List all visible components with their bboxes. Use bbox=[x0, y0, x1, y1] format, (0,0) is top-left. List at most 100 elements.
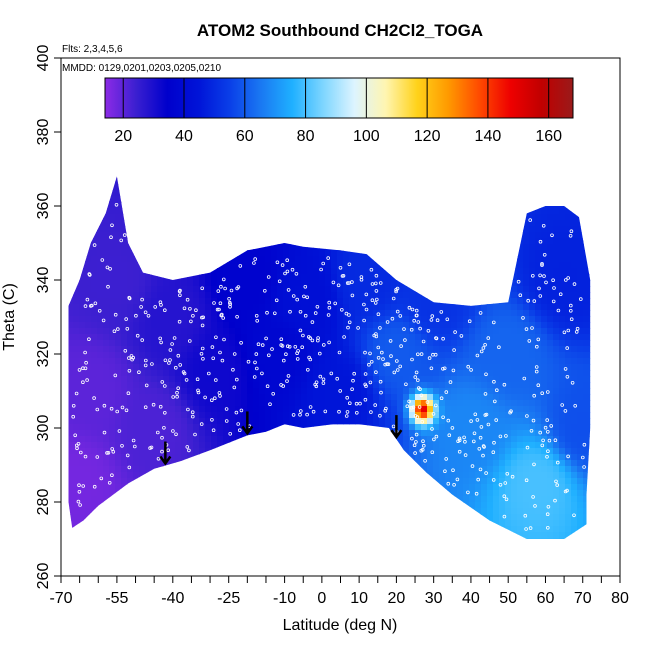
heatmap-cell bbox=[475, 508, 482, 515]
heatmap-cell bbox=[361, 310, 368, 317]
heatmap-cell bbox=[175, 334, 182, 341]
heatmap-cell bbox=[241, 328, 248, 335]
heatmap-cell bbox=[493, 532, 500, 539]
heatmap-cell bbox=[457, 256, 464, 263]
heatmap-cell bbox=[103, 184, 110, 191]
heatmap-cell bbox=[247, 184, 254, 191]
heatmap-cell bbox=[115, 262, 122, 269]
heatmap-cell bbox=[253, 346, 260, 353]
heatmap-cell bbox=[487, 292, 494, 299]
heatmap-cell bbox=[217, 202, 224, 209]
heatmap-cell bbox=[385, 250, 392, 257]
heatmap-cell bbox=[235, 532, 242, 539]
heatmap-cell bbox=[397, 250, 404, 257]
heatmap-cell bbox=[313, 202, 320, 209]
heatmap-cell bbox=[391, 220, 398, 227]
heatmap-cell bbox=[313, 322, 320, 329]
heatmap-cell bbox=[415, 538, 422, 539]
heatmap-cell bbox=[445, 448, 452, 455]
heatmap-cell bbox=[433, 196, 440, 203]
heatmap-cell bbox=[217, 448, 224, 455]
heatmap-cell bbox=[61, 214, 68, 221]
heatmap-cell bbox=[163, 160, 170, 167]
heatmap-cell bbox=[313, 370, 320, 377]
heatmap-cell bbox=[379, 292, 386, 299]
heatmap-cell bbox=[325, 430, 332, 437]
heatmap-cell bbox=[445, 244, 452, 251]
heatmap-cell bbox=[463, 454, 470, 461]
heatmap-cell bbox=[175, 430, 182, 437]
heatmap-cell bbox=[439, 442, 446, 449]
heatmap-cell bbox=[499, 322, 506, 329]
heatmap-cell bbox=[139, 418, 146, 425]
heatmap-cell bbox=[313, 166, 320, 173]
heatmap-cell bbox=[235, 346, 242, 353]
heatmap-cell bbox=[133, 238, 140, 245]
heatmap-cell bbox=[79, 508, 86, 515]
heatmap-cell bbox=[73, 322, 80, 329]
heatmap-cell bbox=[505, 274, 512, 281]
heatmap-cell bbox=[151, 484, 158, 491]
heatmap-cell bbox=[451, 334, 458, 341]
heatmap-cell bbox=[415, 280, 422, 287]
heatmap-cell bbox=[427, 202, 434, 209]
heatmap-cell bbox=[379, 346, 386, 353]
heatmap-cell bbox=[499, 214, 506, 221]
heatmap-cell bbox=[403, 550, 410, 557]
heatmap-cell bbox=[271, 472, 278, 479]
heatmap-cell bbox=[331, 442, 338, 449]
heatmap-cell bbox=[319, 176, 326, 179]
heatmap-cell bbox=[463, 382, 470, 389]
heatmap-cell bbox=[409, 502, 416, 509]
heatmap-cell bbox=[247, 178, 254, 185]
heatmap-cell bbox=[157, 370, 164, 377]
heatmap-cell bbox=[151, 274, 158, 281]
heatmap-cell bbox=[493, 526, 500, 533]
heatmap-cell bbox=[193, 514, 200, 521]
heatmap-cell bbox=[73, 274, 80, 281]
heatmap-cell bbox=[103, 328, 110, 335]
heatmap-cell bbox=[355, 490, 362, 497]
heatmap-cell bbox=[289, 544, 296, 551]
heatmap-cell bbox=[385, 196, 392, 203]
heatmap-cell bbox=[253, 280, 260, 287]
heatmap-cell bbox=[145, 544, 152, 551]
heatmap-cell bbox=[163, 430, 170, 437]
heatmap-cell bbox=[68, 214, 74, 221]
heatmap-cell bbox=[61, 268, 68, 275]
heatmap-cell bbox=[211, 232, 218, 239]
heatmap-cell bbox=[301, 304, 308, 311]
heatmap-cell bbox=[271, 178, 278, 185]
heatmap-cell bbox=[367, 460, 374, 467]
heatmap-cell bbox=[469, 364, 476, 371]
heatmap-cell bbox=[367, 472, 374, 479]
heatmap-cell bbox=[193, 340, 200, 347]
heatmap-cell bbox=[469, 454, 476, 461]
heatmap-cell bbox=[355, 322, 362, 329]
heatmap-cell bbox=[409, 178, 416, 185]
heatmap-cell bbox=[289, 226, 296, 233]
heatmap-cell bbox=[271, 304, 278, 311]
heatmap-cell bbox=[463, 400, 470, 407]
heatmap-cell bbox=[163, 190, 170, 197]
heatmap-cell bbox=[349, 160, 356, 167]
heatmap-cell bbox=[283, 550, 290, 557]
heatmap-cell bbox=[337, 514, 344, 521]
heatmap-cell bbox=[85, 244, 92, 251]
heatmap-cell bbox=[421, 346, 428, 353]
heatmap-cell bbox=[331, 292, 338, 299]
heatmap-cell bbox=[325, 334, 332, 341]
heatmap-cell bbox=[469, 316, 476, 323]
heatmap-cell bbox=[217, 184, 224, 191]
heatmap-cell bbox=[331, 220, 338, 227]
heatmap-cell bbox=[373, 424, 380, 431]
heatmap-cell bbox=[493, 394, 500, 401]
heatmap-cell bbox=[265, 436, 272, 443]
heatmap-cell bbox=[187, 370, 194, 377]
heatmap-cell bbox=[337, 232, 344, 239]
heatmap-cell bbox=[415, 160, 422, 167]
heatmap-cell bbox=[103, 394, 110, 401]
heatmap-cell bbox=[211, 514, 218, 521]
heatmap-cell bbox=[241, 268, 248, 275]
heatmap-cell bbox=[169, 196, 176, 203]
